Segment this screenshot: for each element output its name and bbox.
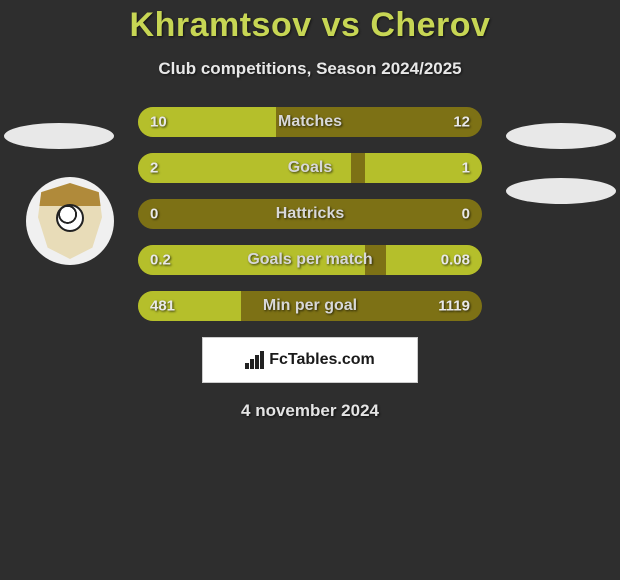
snapshot-date: 4 november 2024 [0, 401, 620, 421]
bar-value-right: 12 [453, 114, 470, 131]
soccer-ball-icon [56, 204, 84, 232]
bar-value-left: 0 [150, 206, 158, 223]
page-title: Khramtsov vs Cherov [0, 0, 620, 45]
comparison-row: 10 Matches 12 [138, 107, 482, 137]
bar-value-left: 10 [150, 114, 167, 131]
page-subtitle: Club competitions, Season 2024/2025 [0, 59, 620, 79]
brand-badge[interactable]: FcTables.com [202, 337, 418, 383]
bar-label: Matches [278, 113, 342, 131]
bar-value-left: 2 [150, 160, 158, 177]
bar-label: Goals per match [247, 251, 372, 269]
bar-value-right: 0 [462, 206, 470, 223]
brand-text: FcTables.com [269, 351, 375, 369]
player-left-avatar-placeholder [4, 123, 114, 149]
bar-value-left: 481 [150, 298, 175, 315]
bar-label: Goals [288, 159, 332, 177]
bar-label: Min per goal [263, 297, 357, 315]
comparison-row: 2 Goals 1 [138, 153, 482, 183]
player-right-avatar-placeholder [506, 123, 616, 149]
bar-value-right: 0.08 [441, 252, 470, 269]
club-crest-left [26, 177, 114, 265]
bar-chart-icon [245, 351, 265, 369]
comparison-row: 0.2 Goals per match 0.08 [138, 245, 482, 275]
comparison-row: 0 Hattricks 0 [138, 199, 482, 229]
bar-value-left: 0.2 [150, 252, 171, 269]
bar-value-right: 1119 [438, 298, 470, 315]
comparison-row: 481 Min per goal 1119 [138, 291, 482, 321]
comparison-bars: 10Matches122Goals10Hattricks00.2Goals pe… [138, 107, 482, 321]
bar-value-right: 1 [462, 160, 470, 177]
bar-label: Hattricks [276, 205, 344, 223]
player-right-club-placeholder [506, 178, 616, 204]
club-crest-shield [38, 183, 102, 259]
